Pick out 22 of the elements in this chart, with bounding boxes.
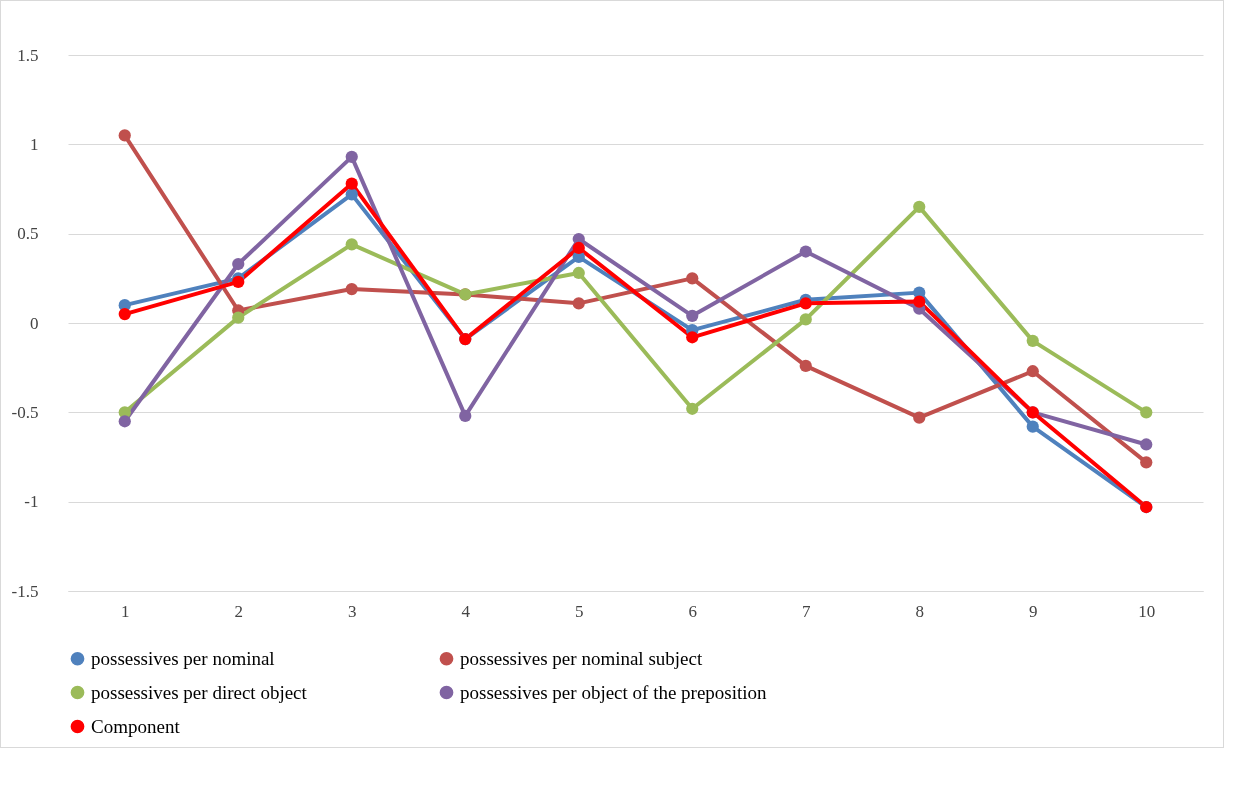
x-tick-label: 2 xyxy=(234,601,243,621)
x-tick-label: 7 xyxy=(802,601,811,621)
y-tick-label: 1 xyxy=(30,134,39,154)
y-tick-label: -0.5 xyxy=(11,402,39,422)
legend-label: Component xyxy=(91,715,181,737)
x-tick-label: 9 xyxy=(1029,601,1038,621)
legend-label: possessives per object of the preposition xyxy=(460,681,768,703)
x-tick-label: 5 xyxy=(575,601,584,621)
x-tick-label: 8 xyxy=(915,601,924,621)
x-tick-label: 4 xyxy=(461,601,471,621)
x-tick-label: 1 xyxy=(121,601,130,621)
y-tick-label: 0 xyxy=(30,313,39,333)
x-tick-label: 6 xyxy=(688,601,697,621)
legend-label: possessives per nominal subject xyxy=(460,647,703,669)
x-tick-label: 10 xyxy=(1138,601,1156,621)
y-tick-label: 1.5 xyxy=(17,45,39,65)
legend-label: possessives per nominal xyxy=(91,647,275,669)
y-tick-label: -1 xyxy=(24,492,39,512)
y-tick-label: 0.5 xyxy=(17,224,39,244)
legend-label: possessives per direct object xyxy=(91,681,308,703)
y-tick-label: -1.5 xyxy=(11,581,39,601)
x-tick-label: 3 xyxy=(348,601,357,621)
